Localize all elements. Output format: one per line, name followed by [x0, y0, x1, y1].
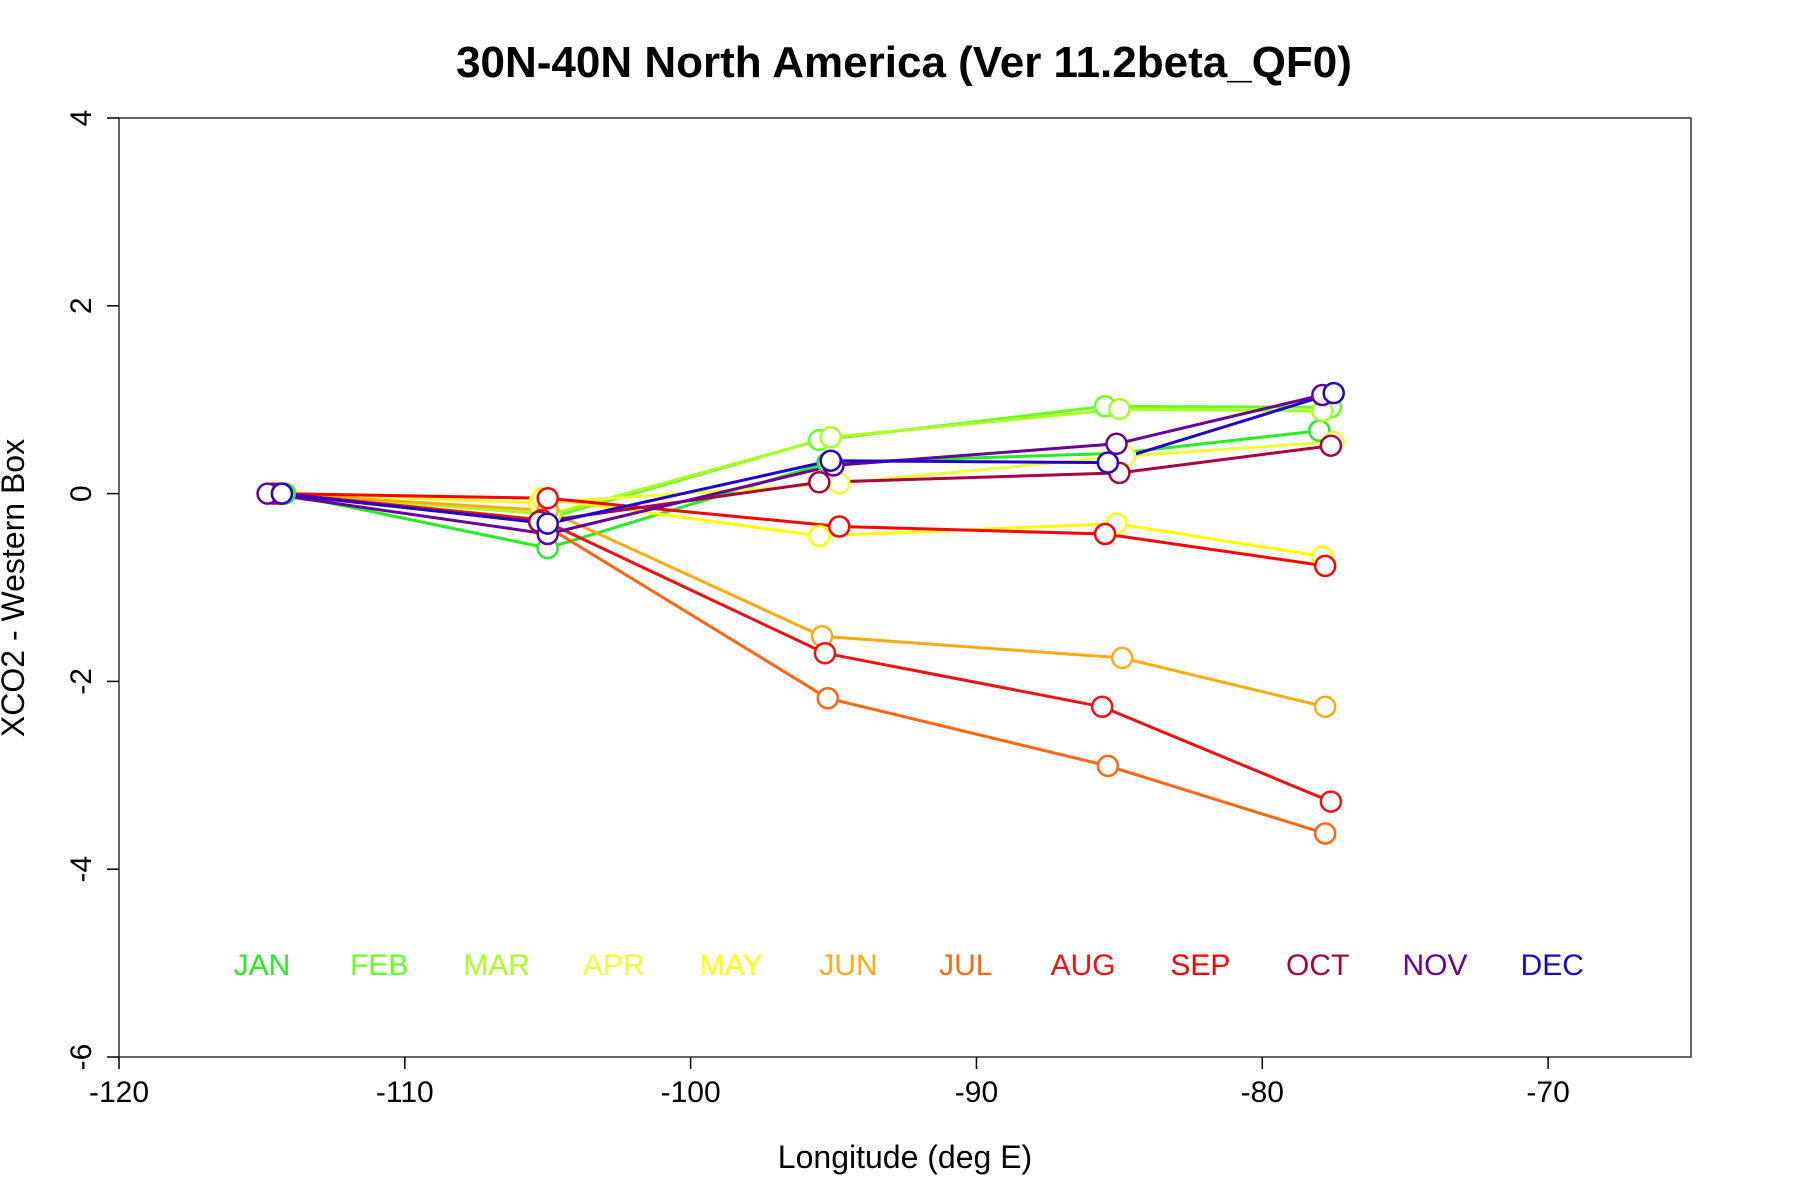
y-tick-label: 0 — [65, 485, 98, 502]
y-tick-label: 2 — [65, 297, 98, 314]
data-point-dec — [536, 512, 559, 535]
data-point-sep — [1313, 554, 1337, 578]
legend-label-jan: JAN — [234, 949, 291, 982]
legend-label-feb: FEB — [350, 949, 408, 982]
legend: JAN FEB MAR APR MAY JUN JUL AUG SEP OCT NOV DEC — [234, 949, 1584, 982]
data-point-aug — [1090, 695, 1114, 719]
y-tick-label: -2 — [65, 668, 98, 695]
y-tick-label: -4 — [65, 856, 98, 883]
data-point-nov — [1105, 432, 1128, 456]
data-point-jun — [1313, 695, 1337, 719]
legend-label-mar: MAR — [463, 949, 530, 982]
legend-label-jul: JUL — [939, 949, 992, 982]
legend-label-oct: OCT — [1286, 949, 1349, 982]
chart-title: 30N-40N North America (Ver 11.2beta_QF0) — [456, 38, 1352, 87]
data-point-dec — [270, 482, 294, 505]
legend-label-aug: AUG — [1051, 949, 1116, 982]
y-axis: -6 -4 -2 0 2 4 — [65, 110, 119, 1071]
data-point-jul — [1096, 754, 1120, 778]
x-tick-label: -100 — [661, 1076, 721, 1109]
x-axis-title: Longitude (deg E) — [778, 1139, 1032, 1175]
legend-label-sep: SEP — [1170, 949, 1230, 982]
data-point-mar — [1108, 397, 1131, 421]
data-point-aug — [1319, 790, 1343, 813]
data-point-jul — [1313, 822, 1337, 845]
x-tick-label: -80 — [1241, 1076, 1284, 1109]
data-point-oct — [1319, 434, 1343, 457]
data-point-sep — [1093, 522, 1117, 546]
legend-label-nov: NOV — [1402, 949, 1467, 982]
data-point-dec — [819, 449, 842, 472]
data-point-jun — [1110, 646, 1134, 670]
y-axis-title: XCO2 - Western Box — [0, 439, 31, 737]
data-point-may — [808, 524, 831, 548]
data-point-dec — [1322, 381, 1345, 405]
legend-label-apr: APR — [583, 949, 645, 982]
series-lines — [267, 391, 1335, 835]
data-point-sep — [828, 515, 851, 538]
series-line-nov — [267, 393, 1323, 536]
x-tick-label: -70 — [1526, 1076, 1569, 1109]
plot-frame — [118, 117, 1692, 1058]
x-tick-label: -120 — [89, 1076, 149, 1109]
data-point-oct — [808, 471, 831, 494]
data-point-sep — [536, 487, 559, 510]
legend-label-jun: JUN — [819, 949, 877, 982]
series-line-aug — [281, 492, 1332, 803]
legend-label-may: MAY — [700, 949, 763, 982]
data-point-dec — [1096, 451, 1120, 474]
legend-label-dec: DEC — [1521, 949, 1584, 982]
x-tick-label: -110 — [376, 1076, 434, 1109]
series-points — [256, 381, 1345, 845]
y-tick-label: -6 — [65, 1044, 98, 1071]
x-axis: -120 -110 -100 -90 -80 -70 — [89, 1057, 1570, 1109]
data-point-jul — [816, 687, 840, 710]
data-point-aug — [813, 641, 837, 665]
y-tick-label: 4 — [65, 110, 98, 127]
x-tick-label: -90 — [955, 1076, 998, 1109]
data-point-mar — [819, 426, 842, 449]
